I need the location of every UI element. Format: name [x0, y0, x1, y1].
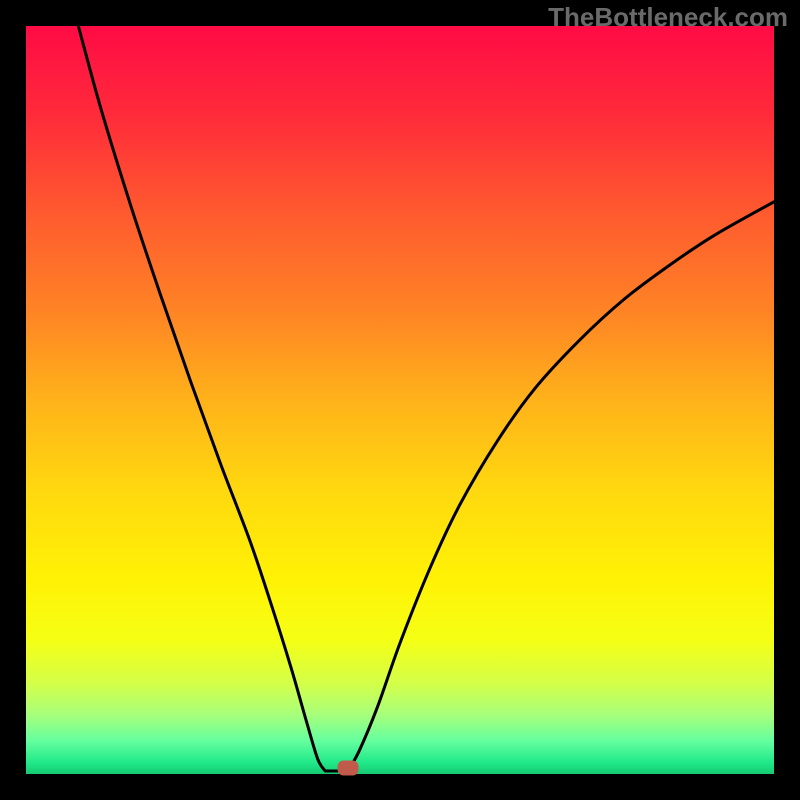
plot-area: [26, 26, 774, 774]
optimum-marker: [337, 761, 358, 776]
bottleneck-curve: [26, 26, 774, 774]
chart-container: TheBottleneck.com: [0, 0, 800, 800]
watermark-text: TheBottleneck.com: [548, 2, 788, 33]
curve-path: [78, 26, 774, 771]
